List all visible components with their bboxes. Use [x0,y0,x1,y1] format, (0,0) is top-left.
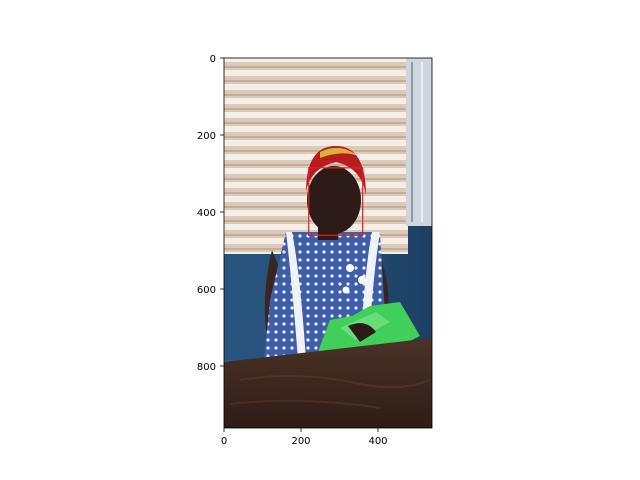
photo-image [224,58,432,428]
girl-face [307,166,361,234]
x-tick-label: 400 [368,436,387,447]
x-tick-label: 0 [221,436,227,447]
x-axis: 0 200 400 [221,428,388,447]
y-axis: 0 200 400 600 800 [197,54,224,373]
headscarf [306,146,366,196]
plot-frame [223,57,433,429]
y-tick-label: 0 [210,54,216,65]
y-tick-label: 800 [197,362,216,373]
x-tick-label: 200 [291,436,310,447]
table [224,338,432,428]
y-tick-label: 600 [197,285,216,296]
window-frame [406,58,432,226]
y-tick-label: 400 [197,208,216,219]
face-detection-box [308,167,364,236]
y-tick-label: 200 [197,131,216,142]
